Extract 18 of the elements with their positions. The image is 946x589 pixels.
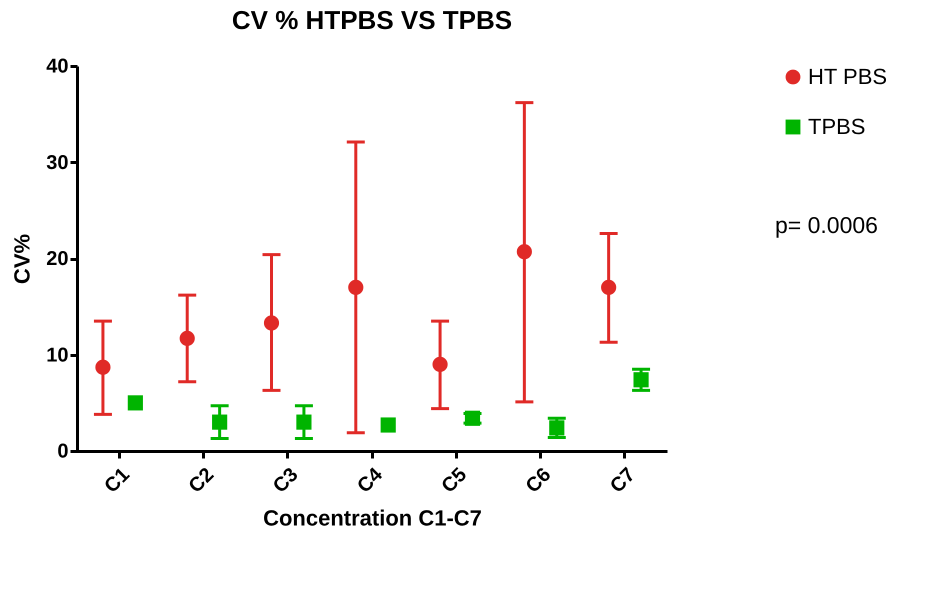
x-axis-title: Concentration C1-C7 <box>263 506 482 531</box>
text: p= 0.0006 <box>775 212 878 239</box>
y-tick-label: 10 <box>46 344 68 366</box>
chart-title: CV % HTPBS VS TPBS <box>232 5 512 35</box>
x-tick-label: C3 <box>268 464 303 498</box>
x-tick-label: C6 <box>522 464 556 498</box>
y-tick-label: 40 <box>46 56 68 78</box>
legend-label: HT PBS <box>808 64 888 89</box>
y-tick-label: 0 <box>57 440 68 462</box>
x-tick-label: C5 <box>437 464 472 498</box>
y-tick-label: 20 <box>46 248 68 270</box>
x-tick-label: C7 <box>606 464 640 498</box>
legend-label: TPBS <box>808 114 866 139</box>
x-tick-label: C2 <box>184 464 218 498</box>
y-axis-title: CV% <box>9 234 34 284</box>
y-tick-label: 30 <box>46 152 68 174</box>
x-tick-label: C4 <box>353 463 388 498</box>
x-tick-label: C1 <box>100 464 134 498</box>
